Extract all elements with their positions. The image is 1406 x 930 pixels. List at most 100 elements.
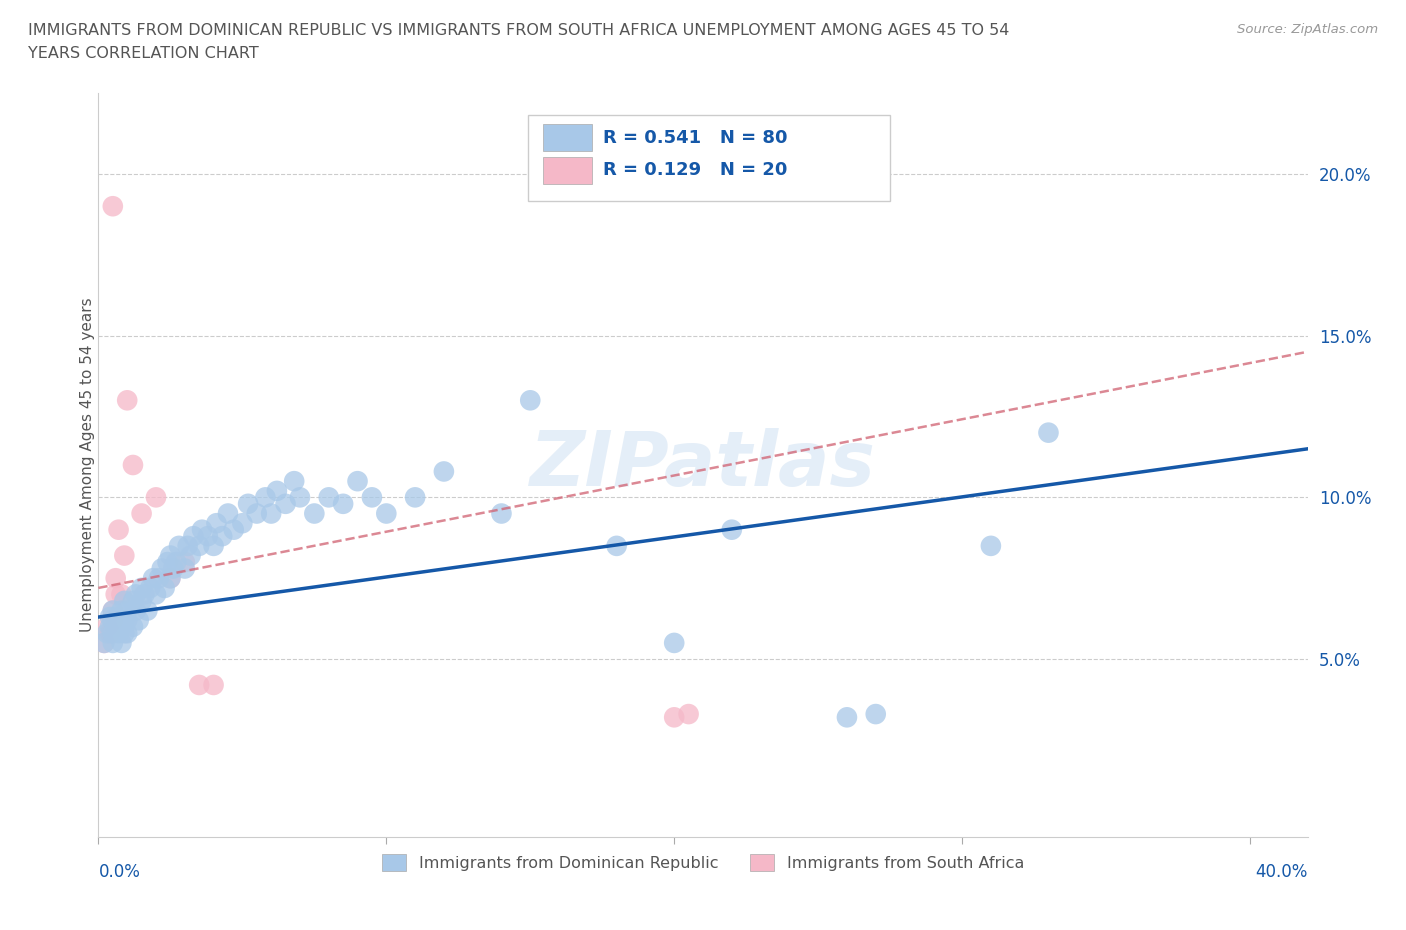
- Point: [107, 626, 129, 641]
- Point: [112, 613, 135, 628]
- Point: [183, 529, 205, 544]
- Point: [159, 571, 181, 586]
- Point: [131, 580, 153, 595]
- Point: [101, 199, 124, 214]
- Point: [246, 506, 269, 521]
- Point: [145, 490, 167, 505]
- Point: [93, 635, 115, 650]
- Point: [211, 529, 233, 544]
- Point: [159, 548, 181, 563]
- Point: [131, 593, 153, 608]
- Point: [122, 458, 145, 472]
- Point: [115, 626, 138, 641]
- Point: [107, 613, 129, 628]
- Point: [112, 593, 135, 608]
- Point: [197, 529, 219, 544]
- Point: [274, 497, 297, 512]
- Point: [173, 554, 195, 569]
- Text: 40.0%: 40.0%: [1256, 863, 1308, 881]
- Point: [122, 619, 145, 634]
- Point: [101, 604, 124, 618]
- Point: [159, 571, 181, 586]
- Legend: Immigrants from Dominican Republic, Immigrants from South Africa: Immigrants from Dominican Republic, Immi…: [375, 848, 1031, 877]
- Text: IMMIGRANTS FROM DOMINICAN REPUBLIC VS IMMIGRANTS FROM SOUTH AFRICA UNEMPLOYMENT : IMMIGRANTS FROM DOMINICAN REPUBLIC VS IM…: [28, 23, 1010, 38]
- Point: [101, 613, 124, 628]
- Point: [202, 678, 225, 693]
- Point: [304, 506, 326, 521]
- Point: [112, 626, 135, 641]
- Point: [110, 635, 132, 650]
- Point: [664, 635, 686, 650]
- Point: [128, 613, 150, 628]
- Point: [110, 587, 132, 602]
- Point: [162, 561, 184, 576]
- Point: [519, 392, 541, 407]
- Point: [404, 490, 426, 505]
- Point: [104, 609, 127, 624]
- Point: [136, 604, 159, 618]
- Point: [720, 523, 742, 538]
- Point: [145, 587, 167, 602]
- FancyBboxPatch shape: [543, 125, 592, 151]
- Point: [222, 523, 245, 538]
- Point: [104, 571, 127, 586]
- Point: [606, 538, 628, 553]
- Point: [115, 604, 138, 618]
- Point: [266, 484, 288, 498]
- Point: [173, 561, 195, 576]
- Point: [101, 626, 124, 641]
- Point: [96, 626, 118, 641]
- Point: [153, 580, 176, 595]
- Text: Source: ZipAtlas.com: Source: ZipAtlas.com: [1237, 23, 1378, 36]
- Point: [98, 609, 121, 624]
- Text: ZIPatlas: ZIPatlas: [530, 428, 876, 502]
- Point: [188, 538, 211, 553]
- Point: [101, 635, 124, 650]
- FancyBboxPatch shape: [527, 115, 890, 201]
- Point: [156, 554, 179, 569]
- Text: 0.0%: 0.0%: [98, 863, 141, 881]
- Point: [125, 604, 148, 618]
- Point: [112, 548, 135, 563]
- Point: [176, 538, 198, 553]
- Point: [96, 619, 118, 634]
- Point: [148, 571, 170, 586]
- Text: YEARS CORRELATION CHART: YEARS CORRELATION CHART: [28, 46, 259, 61]
- Point: [346, 473, 368, 488]
- Point: [142, 571, 165, 586]
- Point: [115, 613, 138, 628]
- Y-axis label: Unemployment Among Ages 45 to 54 years: Unemployment Among Ages 45 to 54 years: [80, 298, 94, 632]
- Point: [835, 710, 858, 724]
- Point: [167, 538, 190, 553]
- Point: [205, 516, 228, 531]
- Point: [288, 490, 311, 505]
- Point: [191, 523, 214, 538]
- Point: [254, 490, 277, 505]
- Point: [98, 619, 121, 634]
- FancyBboxPatch shape: [543, 157, 592, 184]
- Point: [375, 506, 398, 521]
- Point: [231, 516, 253, 531]
- Point: [98, 626, 121, 641]
- Text: R = 0.541   N = 80: R = 0.541 N = 80: [603, 128, 787, 147]
- Point: [107, 523, 129, 538]
- Point: [150, 561, 173, 576]
- Point: [104, 587, 127, 602]
- Point: [1038, 425, 1060, 440]
- Point: [678, 707, 700, 722]
- Point: [101, 613, 124, 628]
- Point: [165, 554, 187, 569]
- Point: [139, 580, 162, 595]
- Point: [260, 506, 283, 521]
- Point: [104, 619, 127, 634]
- Point: [125, 587, 148, 602]
- Point: [283, 473, 305, 488]
- Point: [318, 490, 340, 505]
- Point: [361, 490, 384, 505]
- Point: [433, 464, 456, 479]
- Point: [180, 548, 202, 563]
- Point: [491, 506, 513, 521]
- Point: [110, 619, 132, 634]
- Point: [664, 710, 686, 724]
- Point: [980, 538, 1002, 553]
